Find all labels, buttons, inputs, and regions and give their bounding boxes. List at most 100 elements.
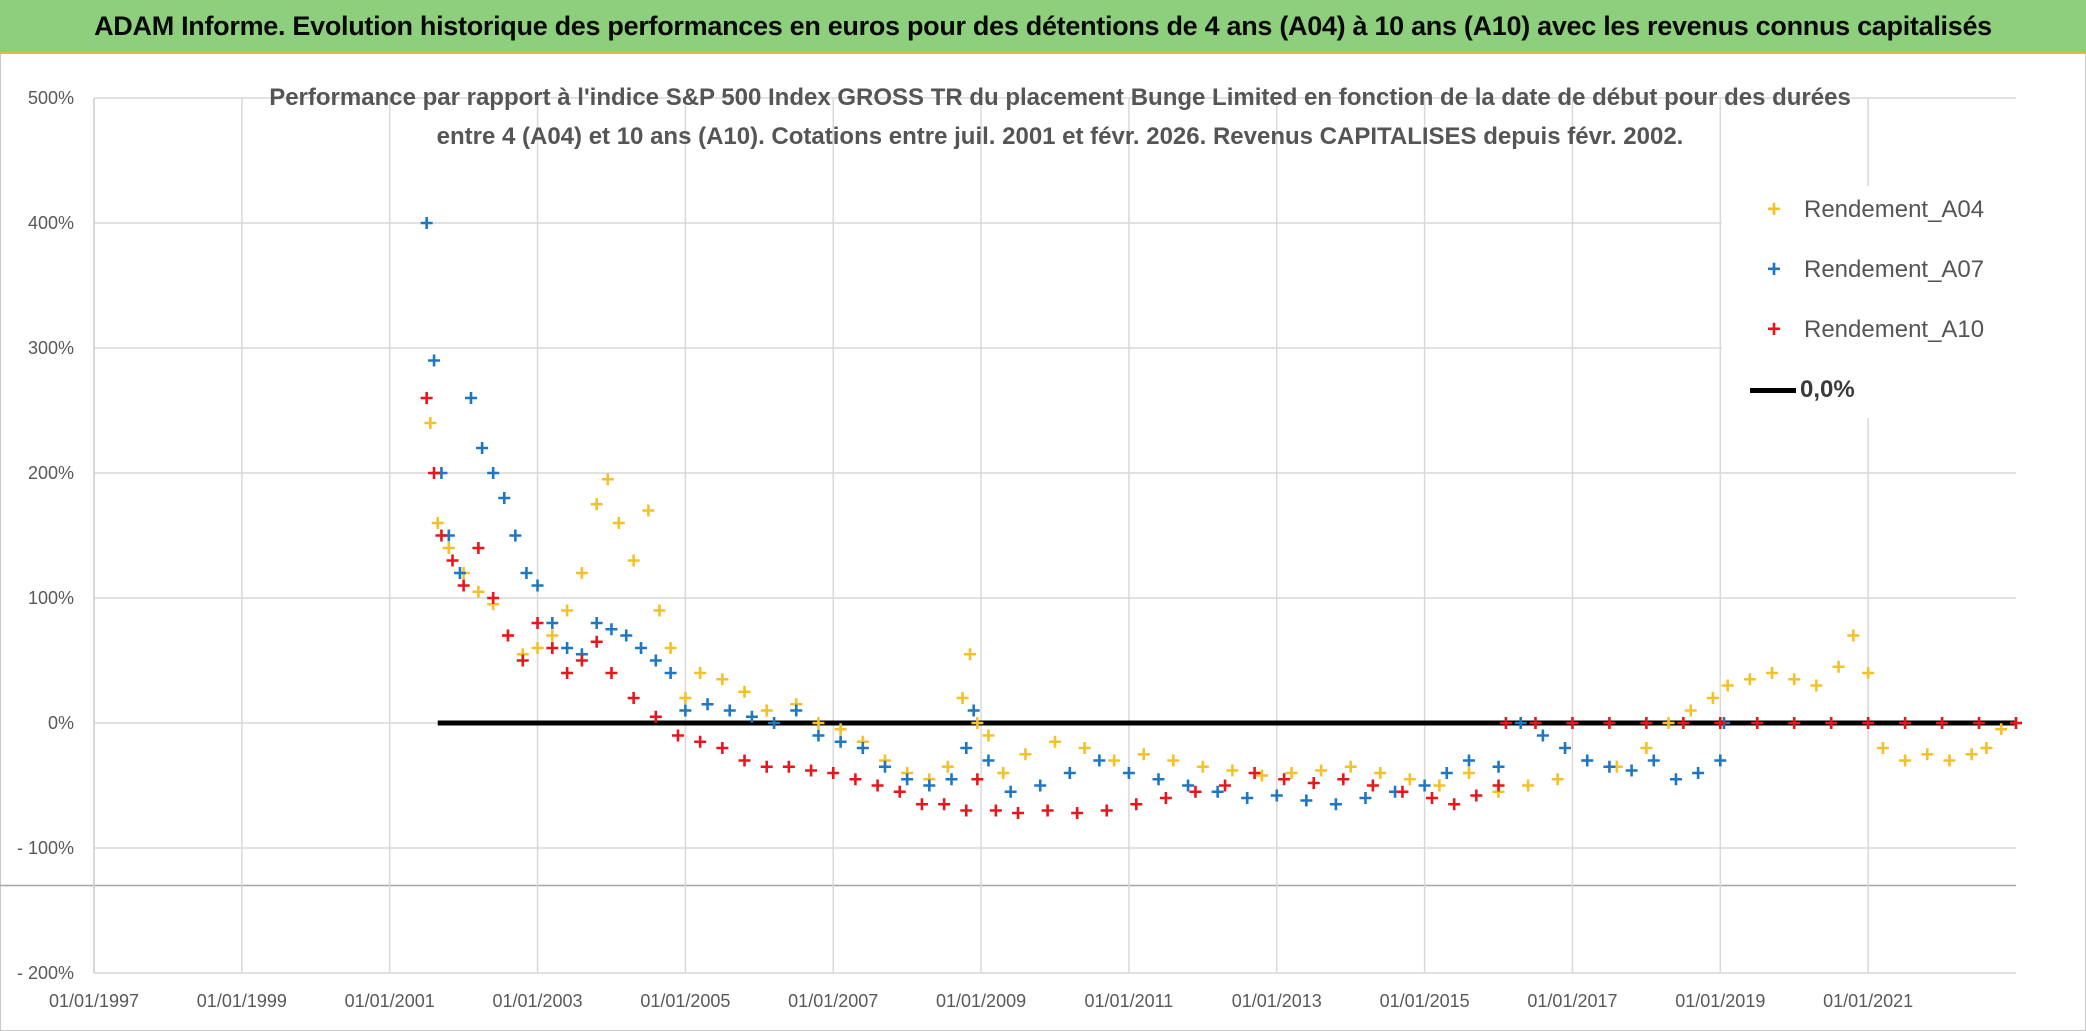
point-a04 [1078, 742, 1091, 754]
point-a07 [1625, 764, 1638, 777]
chart-title-line-1: Performance par rapport à l'indice S&P 5… [269, 84, 1851, 111]
point-a07 [1647, 754, 1660, 767]
point-a07 [561, 642, 574, 654]
point-a04 [1788, 673, 1801, 686]
chart-title-line-2: entre 4 (A04) et 10 ans (A10). Cotations… [436, 123, 1684, 150]
point-a10 [694, 735, 707, 748]
legend-label-a07: Rendement_A07 [1804, 256, 1985, 283]
point-a04 [738, 685, 751, 698]
point-a10 [1366, 779, 1379, 792]
point-a10 [1899, 717, 1912, 729]
point-a07 [1300, 794, 1313, 807]
point-a04 [1255, 769, 1268, 782]
legend-label-a10: Rendement_A10 [1804, 316, 1985, 343]
x-tick-label: 01/01/2005 [640, 991, 730, 1011]
point-a07 [420, 217, 433, 229]
point-a10 [1189, 785, 1202, 798]
point-a10 [546, 642, 559, 654]
point-a07 [982, 754, 995, 767]
x-tick-label: 01/01/2001 [345, 991, 435, 1011]
point-a04 [1721, 679, 1734, 692]
point-a07 [1122, 767, 1135, 779]
point-a07 [878, 760, 891, 773]
point-a04 [1662, 717, 1675, 729]
point-a10 [1566, 717, 1579, 729]
point-a07 [1669, 773, 1682, 786]
point-a07 [901, 773, 914, 786]
point-a07 [701, 698, 714, 711]
point-a07 [812, 729, 825, 742]
point-a10 [1862, 717, 1875, 729]
point-a07 [1440, 767, 1453, 779]
point-a04 [664, 642, 677, 654]
point-a04 [1049, 735, 1061, 748]
x-tick-label: 01/01/2003 [492, 991, 582, 1011]
x-tick-label: 01/01/2021 [1823, 991, 1913, 1011]
point-a10 [1603, 717, 1616, 729]
point-a04 [1137, 748, 1150, 761]
point-a07 [1559, 742, 1572, 754]
point-a10 [915, 798, 928, 811]
point-a04 [1551, 773, 1564, 786]
point-a07 [1603, 760, 1616, 773]
point-a07 [1152, 773, 1165, 786]
point-a10 [1219, 779, 1232, 792]
y-tick-label: 300% [28, 338, 74, 358]
point-a10 [1640, 717, 1653, 729]
point-a10 [531, 617, 544, 629]
point-a04 [941, 760, 954, 773]
point-a10 [760, 760, 773, 773]
point-a07 [649, 654, 662, 667]
point-a07 [476, 442, 489, 454]
point-a04 [1743, 673, 1756, 686]
point-a07 [487, 467, 500, 479]
point-a07 [498, 492, 511, 504]
point-a10 [627, 692, 640, 704]
point-a07 [428, 354, 441, 367]
x-tick-label: 01/01/2017 [1527, 991, 1617, 1011]
legend-marker-a10: + [1766, 316, 1781, 343]
legend-label-zero: 0,0% [1800, 376, 1855, 403]
point-a04 [1810, 679, 1823, 692]
point-a10 [827, 767, 840, 779]
point-a04 [1433, 779, 1446, 792]
point-a07 [1514, 717, 1527, 729]
point-a04 [1832, 660, 1845, 673]
point-a04 [546, 629, 559, 642]
point-a04 [1196, 760, 1209, 773]
point-a07 [1004, 785, 1017, 798]
point-a07 [1418, 779, 1431, 792]
point-a04 [1522, 779, 1535, 792]
point-a10 [1396, 785, 1409, 798]
point-a04 [612, 517, 625, 529]
point-a07 [768, 717, 781, 729]
point-a07 [745, 710, 758, 723]
y-tick-label: 500% [28, 88, 74, 108]
point-a10 [446, 554, 459, 567]
y-tick-label: 100% [28, 588, 74, 608]
point-a04 [1640, 742, 1653, 754]
point-a04 [834, 723, 847, 736]
point-a10 [1448, 798, 1461, 811]
legend-item-a10: + Rendement_A10 [1758, 310, 1984, 350]
point-a07 [1182, 779, 1195, 792]
point-a07 [531, 579, 544, 592]
point-a10 [1470, 789, 1483, 802]
point-a07 [1581, 754, 1594, 767]
point-a10 [1130, 798, 1143, 811]
point-a04 [1876, 742, 1889, 754]
point-a04 [1019, 748, 1032, 761]
point-a04 [431, 517, 444, 529]
point-a07 [1536, 729, 1549, 742]
point-a04 [679, 692, 692, 704]
point-a07 [1714, 754, 1727, 767]
point-a10 [1936, 717, 1949, 729]
point-a10 [893, 785, 906, 798]
point-a07 [1692, 767, 1705, 779]
y-tick-label: - 200% [17, 963, 74, 983]
point-a04 [575, 567, 588, 579]
point-a04 [561, 604, 574, 617]
point-a10 [575, 654, 588, 667]
point-a10 [472, 542, 485, 554]
